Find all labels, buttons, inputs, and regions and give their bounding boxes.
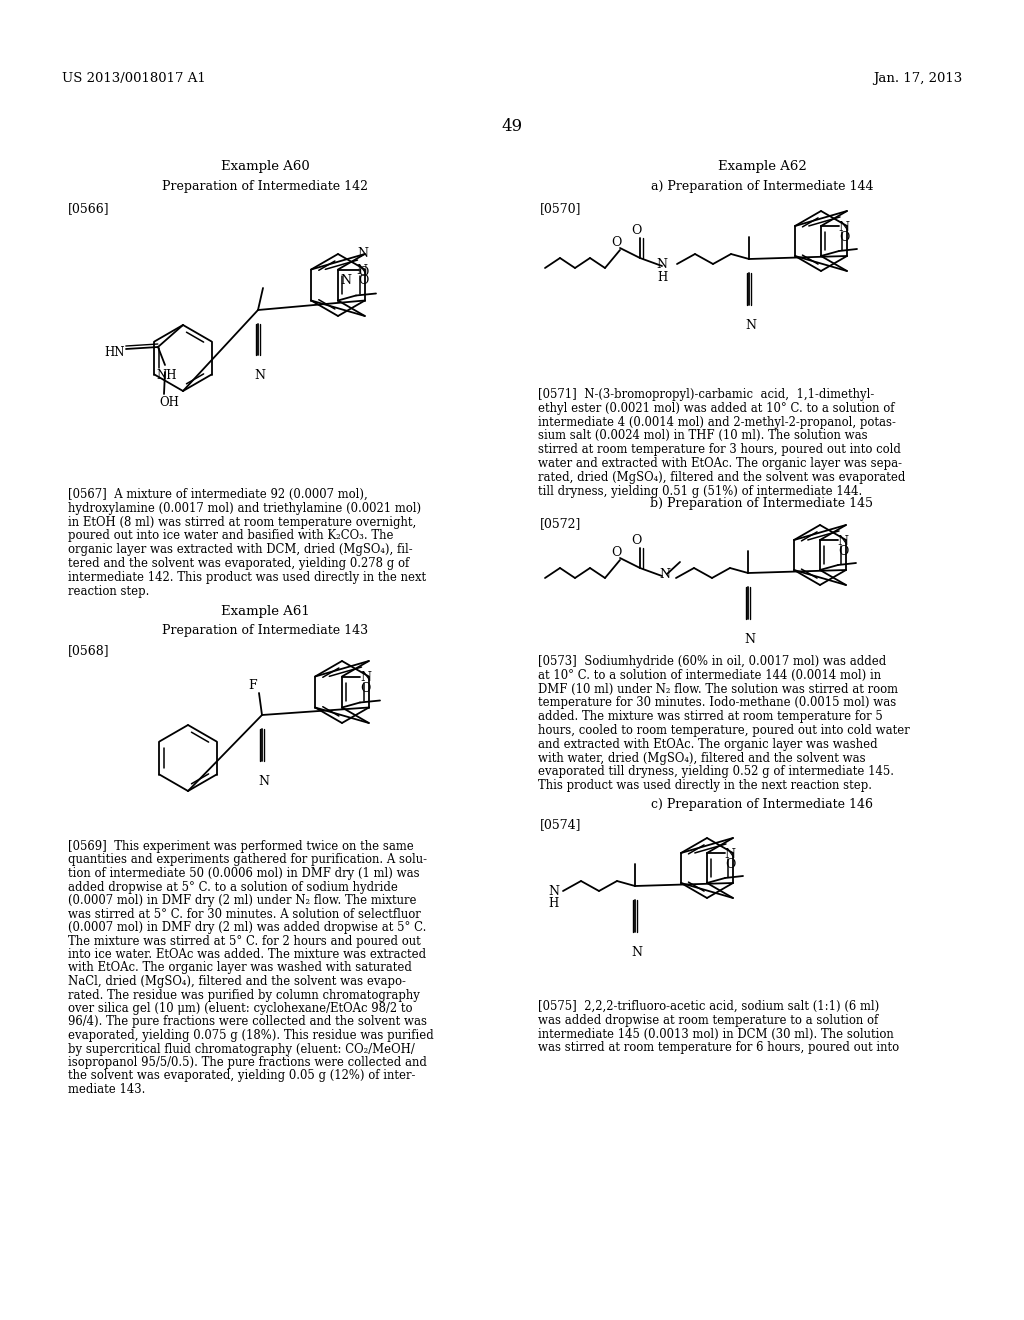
Text: HN: HN (104, 346, 125, 359)
Text: O: O (360, 681, 371, 694)
Text: reaction step.: reaction step. (68, 585, 150, 598)
Text: 96/4). The pure fractions were collected and the solvent was: 96/4). The pure fractions were collected… (68, 1015, 427, 1028)
Text: tered and the solvent was evaporated, yielding 0.278 g of: tered and the solvent was evaporated, yi… (68, 557, 410, 570)
Text: intermediate 4 (0.0014 mol) and 2-methyl-2-propanol, potas-: intermediate 4 (0.0014 mol) and 2-methyl… (538, 416, 896, 429)
Text: Jan. 17, 2013: Jan. 17, 2013 (872, 73, 962, 84)
Text: US 2013/0018017 A1: US 2013/0018017 A1 (62, 73, 206, 84)
Text: the solvent was evaporated, yielding 0.05 g (12%) of inter-: the solvent was evaporated, yielding 0.0… (68, 1069, 416, 1082)
Text: poured out into ice water and basified with K₂CO₃. The: poured out into ice water and basified w… (68, 529, 393, 543)
Text: Example A60: Example A60 (220, 160, 309, 173)
Text: [0573]  Sodiumhydride (60% in oil, 0.0017 mol) was added: [0573] Sodiumhydride (60% in oil, 0.0017… (538, 655, 886, 668)
Text: [0569]  This experiment was performed twice on the same: [0569] This experiment was performed twi… (68, 840, 414, 853)
Text: c) Preparation of Intermediate 146: c) Preparation of Intermediate 146 (651, 799, 873, 810)
Text: N: N (548, 884, 559, 898)
Text: N: N (656, 257, 668, 271)
Text: O: O (839, 231, 849, 244)
Text: and extracted with EtOAc. The organic layer was washed: and extracted with EtOAc. The organic la… (538, 738, 878, 751)
Text: 49: 49 (502, 117, 522, 135)
Text: water and extracted with EtOAc. The organic layer was sepa-: water and extracted with EtOAc. The orga… (538, 457, 902, 470)
Text: This product was used directly in the next reaction step.: This product was used directly in the ne… (538, 779, 872, 792)
Text: N: N (340, 275, 351, 288)
Text: N: N (839, 220, 850, 234)
Text: intermediate 145 (0.0013 mol) in DCM (30 ml). The solution: intermediate 145 (0.0013 mol) in DCM (30… (538, 1027, 894, 1040)
Text: [0572]: [0572] (540, 517, 582, 531)
Text: O: O (631, 535, 641, 546)
Text: [0567]  A mixture of intermediate 92 (0.0007 mol),: [0567] A mixture of intermediate 92 (0.0… (68, 488, 368, 502)
Text: [0571]  N-(3-bromopropyl)-carbamic  acid,  1,1-dimethyl-: [0571] N-(3-bromopropyl)-carbamic acid, … (538, 388, 874, 401)
Text: NaCl, dried (MgSO₄), filtered and the solvent was evapo-: NaCl, dried (MgSO₄), filtered and the so… (68, 975, 406, 987)
Text: DMF (10 ml) under N₂ flow. The solution was stirred at room: DMF (10 ml) under N₂ flow. The solution … (538, 682, 898, 696)
Text: N: N (744, 634, 755, 645)
Text: O: O (610, 546, 622, 558)
Text: [0570]: [0570] (540, 202, 582, 215)
Text: hydroxylamine (0.0017 mol) and triethylamine (0.0021 mol): hydroxylamine (0.0017 mol) and triethyla… (68, 502, 421, 515)
Text: Example A62: Example A62 (718, 160, 806, 173)
Text: in EtOH (8 ml) was stirred at room temperature overnight,: in EtOH (8 ml) was stirred at room tempe… (68, 516, 416, 528)
Text: Preparation of Intermediate 142: Preparation of Intermediate 142 (162, 180, 368, 193)
Text: [0566]: [0566] (68, 202, 110, 215)
Text: isopropanol 95/5/0.5). The pure fractions were collected and: isopropanol 95/5/0.5). The pure fraction… (68, 1056, 427, 1069)
Text: NH: NH (156, 370, 176, 381)
Text: O: O (631, 224, 641, 238)
Text: (0.0007 mol) in DMF dry (2 ml) was added dropwise at 5° C.: (0.0007 mol) in DMF dry (2 ml) was added… (68, 921, 426, 935)
Text: till dryness, yielding 0.51 g (51%) of intermediate 144.: till dryness, yielding 0.51 g (51%) of i… (538, 484, 862, 498)
Text: H: H (656, 271, 667, 284)
Text: [0568]: [0568] (68, 644, 110, 657)
Text: mediate 143.: mediate 143. (68, 1082, 145, 1096)
Text: O: O (610, 236, 622, 249)
Text: N: N (725, 847, 735, 861)
Text: b) Preparation of Intermediate 145: b) Preparation of Intermediate 145 (650, 498, 873, 510)
Text: N: N (254, 370, 265, 381)
Text: (0.0007 mol) in DMF dry (2 ml) under N₂ flow. The mixture: (0.0007 mol) in DMF dry (2 ml) under N₂ … (68, 894, 417, 907)
Text: at 10° C. to a solution of intermediate 144 (0.0014 mol) in: at 10° C. to a solution of intermediate … (538, 669, 881, 682)
Text: with EtOAc. The organic layer was washed with saturated: with EtOAc. The organic layer was washed… (68, 961, 412, 974)
Text: N: N (356, 264, 368, 277)
Text: over silica gel (10 μm) (eluent: cyclohexane/EtOAc 98/2 to: over silica gel (10 μm) (eluent: cyclohe… (68, 1002, 413, 1015)
Text: sium salt (0.0024 mol) in THF (10 ml). The solution was: sium salt (0.0024 mol) in THF (10 ml). T… (538, 429, 867, 442)
Text: with water, dried (MgSO₄), filtered and the solvent was: with water, dried (MgSO₄), filtered and … (538, 751, 865, 764)
Text: N: N (838, 535, 849, 548)
Text: added. The mixture was stirred at room temperature for 5: added. The mixture was stirred at room t… (538, 710, 883, 723)
Text: stirred at room temperature for 3 hours, poured out into cold: stirred at room temperature for 3 hours,… (538, 444, 901, 457)
Text: Example A61: Example A61 (220, 605, 309, 618)
Text: hours, cooled to room temperature, poured out into cold water: hours, cooled to room temperature, poure… (538, 723, 909, 737)
Text: evaporated, yielding 0.075 g (18%). This residue was purified: evaporated, yielding 0.075 g (18%). This… (68, 1030, 434, 1041)
Text: into ice water. EtOAc was added. The mixture was extracted: into ice water. EtOAc was added. The mix… (68, 948, 426, 961)
Text: quantities and experiments gathered for purification. A solu-: quantities and experiments gathered for … (68, 854, 427, 866)
Text: N: N (659, 568, 670, 581)
Text: The mixture was stirred at 5° C. for 2 hours and poured out: The mixture was stirred at 5° C. for 2 h… (68, 935, 421, 948)
Text: N: N (745, 319, 756, 333)
Text: N: N (360, 671, 372, 684)
Text: N: N (357, 247, 369, 260)
Text: OH: OH (159, 396, 179, 409)
Text: O: O (358, 267, 369, 279)
Text: tion of intermediate 50 (0.0006 mol) in DMF dry (1 ml) was: tion of intermediate 50 (0.0006 mol) in … (68, 867, 420, 880)
Text: [0574]: [0574] (540, 818, 582, 832)
Text: added dropwise at 5° C. to a solution of sodium hydride: added dropwise at 5° C. to a solution of… (68, 880, 398, 894)
Text: O: O (358, 275, 369, 288)
Text: by supercritical fluid chromatography (eluent: CO₂/MeOH/: by supercritical fluid chromatography (e… (68, 1043, 415, 1056)
Text: rated, dried (MgSO₄), filtered and the solvent was evaporated: rated, dried (MgSO₄), filtered and the s… (538, 471, 905, 484)
Text: [0575]  2,2,2-trifluoro-acetic acid, sodium salt (1:1) (6 ml): [0575] 2,2,2-trifluoro-acetic acid, sodi… (538, 1001, 880, 1012)
Text: rated. The residue was purified by column chromatography: rated. The residue was purified by colum… (68, 989, 420, 1002)
Text: O: O (725, 858, 735, 871)
Text: N: N (631, 946, 642, 960)
Text: Preparation of Intermediate 143: Preparation of Intermediate 143 (162, 624, 368, 638)
Text: was stirred at 5° C. for 30 minutes. A solution of selectfluor: was stirred at 5° C. for 30 minutes. A s… (68, 908, 421, 920)
Text: evaporated till dryness, yielding 0.52 g of intermediate 145.: evaporated till dryness, yielding 0.52 g… (538, 766, 894, 779)
Text: ethyl ester (0.0021 mol) was added at 10° C. to a solution of: ethyl ester (0.0021 mol) was added at 10… (538, 401, 895, 414)
Text: intermediate 142. This product was used directly in the next: intermediate 142. This product was used … (68, 570, 426, 583)
Text: N: N (258, 775, 269, 788)
Text: O: O (838, 545, 848, 558)
Text: organic layer was extracted with DCM, dried (MgSO₄), fil-: organic layer was extracted with DCM, dr… (68, 544, 413, 556)
Text: was stirred at room temperature for 6 hours, poured out into: was stirred at room temperature for 6 ho… (538, 1041, 899, 1055)
Text: F: F (249, 678, 257, 692)
Text: was added dropwise at room temperature to a solution of: was added dropwise at room temperature t… (538, 1014, 879, 1027)
Text: a) Preparation of Intermediate 144: a) Preparation of Intermediate 144 (650, 180, 873, 193)
Text: temperature for 30 minutes. Iodo-methane (0.0015 mol) was: temperature for 30 minutes. Iodo-methane… (538, 697, 896, 709)
Text: H: H (548, 898, 558, 909)
